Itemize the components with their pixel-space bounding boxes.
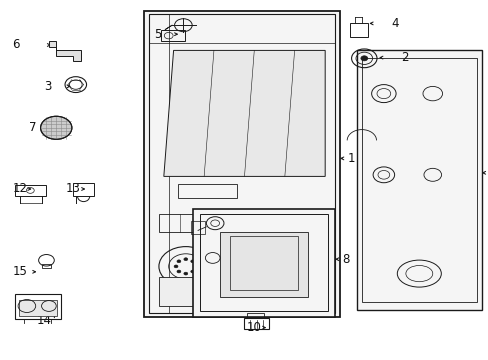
Text: 5: 5: [154, 28, 161, 41]
Bar: [356, 50, 481, 310]
Bar: [361, 58, 476, 302]
Text: 8: 8: [342, 253, 349, 266]
Text: 3: 3: [44, 80, 51, 93]
Bar: [19, 300, 57, 316]
Bar: [15, 294, 61, 319]
Circle shape: [177, 260, 181, 263]
Text: 9: 9: [193, 215, 200, 228]
Circle shape: [190, 260, 194, 263]
Text: 10: 10: [246, 321, 261, 334]
Bar: [159, 214, 325, 232]
Text: 14: 14: [37, 314, 52, 327]
Bar: [144, 11, 339, 317]
Circle shape: [183, 272, 187, 275]
Bar: [15, 185, 46, 196]
Polygon shape: [163, 50, 325, 176]
Text: 12: 12: [12, 183, 27, 195]
Text: 2: 2: [400, 51, 407, 64]
Bar: [193, 209, 334, 317]
Bar: [200, 214, 327, 311]
Bar: [159, 277, 325, 306]
Circle shape: [183, 258, 187, 261]
Circle shape: [190, 270, 194, 273]
Bar: [229, 236, 298, 290]
Bar: [190, 221, 205, 234]
Text: 1: 1: [346, 152, 354, 165]
Text: 6: 6: [12, 39, 20, 51]
Circle shape: [193, 265, 197, 268]
Bar: [41, 264, 51, 268]
Bar: [349, 23, 367, 37]
Text: 15: 15: [12, 265, 27, 278]
Circle shape: [177, 270, 181, 273]
Polygon shape: [49, 41, 81, 61]
Circle shape: [174, 265, 178, 268]
Text: 7: 7: [29, 121, 37, 134]
Bar: [161, 30, 184, 41]
Text: 11: 11: [486, 166, 488, 179]
Bar: [149, 14, 334, 313]
Text: 13: 13: [66, 183, 81, 195]
Bar: [244, 318, 268, 329]
Bar: [220, 232, 307, 297]
Bar: [246, 313, 264, 318]
Bar: [178, 184, 237, 198]
Circle shape: [360, 56, 367, 61]
Circle shape: [41, 116, 72, 139]
Text: 4: 4: [390, 17, 398, 30]
Bar: [73, 183, 94, 196]
